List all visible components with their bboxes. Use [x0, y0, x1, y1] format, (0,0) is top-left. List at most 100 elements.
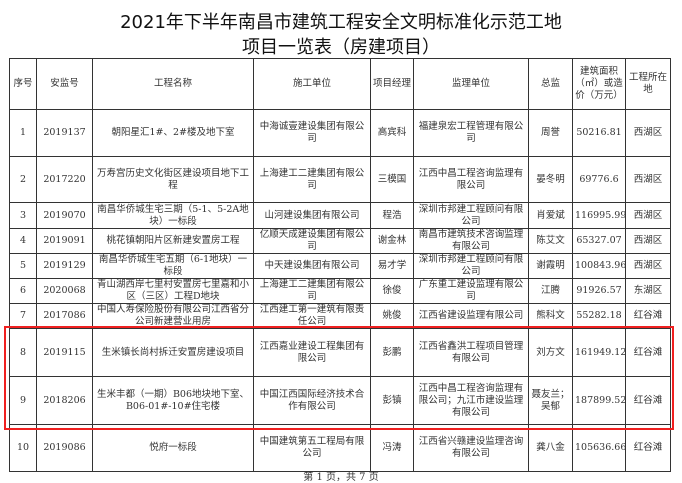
cell-area-or-cost: 55282.18 — [572, 303, 626, 329]
cell-area-or-cost: 50216.81 — [572, 109, 626, 157]
cell-index: 5 — [9, 253, 37, 279]
cell-chief-supervisor: 龚八金 — [528, 424, 573, 472]
cell-index: 6 — [9, 278, 37, 304]
table-header: 序号 安监号 工程名称 施工单位 项目经理 监理单位 总监 建筑面积（㎡）或造价（万元） 工程所… — [9, 58, 671, 110]
cell-construction-unit: 江西嘉业建设工程集团有限公司 — [253, 328, 371, 377]
cell-project-manager: 高宾科 — [370, 109, 414, 157]
project-table: 序号 安监号 工程名称 施工单位 项目经理 监理单位 总监 建筑面积（㎡）或造价（万元） 工程所… — [9, 58, 671, 472]
cell-supervision-unit: 江西中昌工程咨询监理有限公司；九江市建设监理有限公司 — [413, 376, 529, 425]
document-title-line1: 2021年下半年南昌市建筑工程安全文明标准化示范工地 — [120, 12, 562, 33]
cell-index: 10 — [9, 424, 37, 472]
header-area-or-cost: 建筑面积（㎡）或造价（万元） — [572, 58, 626, 110]
cell-supervision-no: 2019115 — [36, 328, 93, 377]
cell-project-manager: 程浩 — [370, 202, 414, 229]
cell-index: 4 — [9, 228, 37, 254]
cell-chief-supervisor: 熊科文 — [528, 303, 573, 329]
cell-location: 红谷滩 — [625, 376, 671, 425]
cell-project-name: 青山湖西岸七里村安置房七里嘉和小区（三区）工程D地块 — [92, 278, 254, 304]
cell-chief-supervisor: 聂友兰；吴郁 — [528, 376, 573, 425]
cell-area-or-cost: 116995.99 — [572, 202, 626, 229]
cell-supervision-unit: 江西中昌工程咨询监理有限公司 — [413, 156, 529, 203]
cell-supervision-unit: 江西省建设监理有限公司 — [413, 303, 529, 329]
cell-area-or-cost: 105636.66 — [572, 424, 626, 472]
cell-area-or-cost: 187899.52 — [572, 376, 626, 425]
cell-supervision-unit: 广东重工建设监理有限公司 — [413, 278, 529, 304]
cell-supervision-no: 2019086 — [36, 424, 93, 472]
cell-supervision-unit: 深圳市邦建工程顾问有限公司 — [413, 253, 529, 279]
cell-chief-supervisor: 陈艾文 — [528, 228, 573, 254]
cell-area-or-cost: 161949.12 — [572, 328, 626, 377]
cell-area-or-cost: 65327.07 — [572, 228, 626, 254]
table-row: 5 2019129 南昌华侨城生宅五期（6-1地块）一标段 中天建设集团有限公司 易才学… — [9, 253, 671, 279]
cell-supervision-no: 2019070 — [36, 202, 93, 229]
cell-area-or-cost: 100843.96 — [572, 253, 626, 279]
page-footer: 第 1 页，共 7 页 — [303, 472, 379, 483]
cell-project-name: 朝阳星汇1#、2#楼及地下室 — [92, 109, 254, 157]
header-project-manager: 项目经理 — [370, 58, 414, 110]
cell-index: 7 — [9, 303, 37, 329]
header-construction-unit: 施工单位 — [253, 58, 371, 110]
header-project-name: 工程名称 — [92, 58, 254, 110]
cell-supervision-unit: 福建泉宏工程管理有限公司 — [413, 109, 529, 157]
cell-supervision-unit: 深圳市邦建工程顾问有限公司 — [413, 202, 529, 229]
cell-location: 西湖区 — [625, 228, 671, 254]
cell-location: 西湖区 — [625, 253, 671, 279]
cell-project-name: 南昌华侨城生宅三期（5-1、5-2A地块）一标段 — [92, 202, 254, 229]
cell-location: 红谷滩 — [625, 303, 671, 329]
header-location: 工程所在地 — [625, 58, 671, 110]
table-row: 1 2019137 朝阳星汇1#、2#楼及地下室 中海诚壹建设集团有限公司 高宾科 福建泉… — [9, 109, 671, 157]
table-row: 2 2017220 万寿宫历史文化街区建设项目地下工程 上海建工二建集团有限公司 三模国… — [9, 156, 671, 203]
cell-supervision-no: 2017220 — [36, 156, 93, 203]
cell-index: 1 — [9, 109, 37, 157]
table-row: 4 2019091 桃花镇朝阳片区新建安置房工程 亿顺天成建设集团有限公司 谢金林 南昌市… — [9, 228, 671, 254]
document-title-line2: 项目一览表（房建项目） — [242, 37, 440, 58]
cell-location: 红谷滩 — [625, 328, 671, 377]
cell-location: 西湖区 — [625, 202, 671, 229]
cell-supervision-no: 2019137 — [36, 109, 93, 157]
cell-chief-supervisor: 谢霞明 — [528, 253, 573, 279]
header-supervision-unit: 监理单位 — [413, 58, 529, 110]
cell-construction-unit: 山河建设集团有限公司 — [253, 202, 371, 229]
cell-project-manager: 三模国 — [370, 156, 414, 203]
cell-construction-unit: 亿顺天成建设集团有限公司 — [253, 228, 371, 254]
cell-location: 西湖区 — [625, 109, 671, 157]
highlight-box — [4, 326, 674, 430]
cell-project-manager: 徐俊 — [370, 278, 414, 304]
cell-supervision-unit: 江西省兴赣建设监理咨询有限公司 — [413, 424, 529, 472]
cell-project-manager: 姚俊 — [370, 303, 414, 329]
cell-area-or-cost: 91926.57 — [572, 278, 626, 304]
cell-chief-supervisor: 刘方文 — [528, 328, 573, 377]
cell-location: 西湖区 — [625, 156, 671, 203]
cell-supervision-no: 2019129 — [36, 253, 93, 279]
cell-project-name: 南昌华侨城生宅五期（6-1地块）一标段 — [92, 253, 254, 279]
cell-location: 东湖区 — [625, 278, 671, 304]
table-row: 7 2017086 中国人寿保险股份有限公司江西省分公司新建营业用房 江西建工第一建筑… — [9, 303, 671, 329]
cell-project-name: 悦府一标段 — [92, 424, 254, 472]
table-row: 10 2019086 悦府一标段 中国建筑第五工程局有限公司 冯涛 江西省兴赣建设监理咨询… — [9, 424, 671, 472]
table-row: 6 2020068 青山湖西岸七里村安置房七里嘉和小区（三区）工程D地块 上海建工二建… — [9, 278, 671, 304]
header-index: 序号 — [9, 58, 37, 110]
cell-index: 3 — [9, 202, 37, 229]
cell-supervision-no: 2018206 — [36, 376, 93, 425]
cell-index: 2 — [9, 156, 37, 203]
cell-supervision-no: 2017086 — [36, 303, 93, 329]
cell-supervision-no: 2019091 — [36, 228, 93, 254]
cell-project-manager: 谢金林 — [370, 228, 414, 254]
cell-project-name: 桃花镇朝阳片区新建安置房工程 — [92, 228, 254, 254]
cell-chief-supervisor: 江腾 — [528, 278, 573, 304]
cell-construction-unit: 江西建工第一建筑有限责任公司 — [253, 303, 371, 329]
header-chief-supervisor: 总监 — [528, 58, 573, 110]
cell-area-or-cost: 69776.6 — [572, 156, 626, 203]
table-row: 3 2019070 南昌华侨城生宅三期（5-1、5-2A地块）一标段 山河建设集团有限… — [9, 202, 671, 229]
cell-construction-unit: 上海建工二建集团有限公司 — [253, 156, 371, 203]
cell-project-manager: 冯涛 — [370, 424, 414, 472]
cell-chief-supervisor: 周誉 — [528, 109, 573, 157]
cell-construction-unit: 中国建筑第五工程局有限公司 — [253, 424, 371, 472]
cell-chief-supervisor: 晏冬明 — [528, 156, 573, 203]
cell-supervision-no: 2020068 — [36, 278, 93, 304]
cell-location: 红谷滩 — [625, 424, 671, 472]
cell-supervision-unit: 南昌市建筑技术咨询监理有限公司 — [413, 228, 529, 254]
header-supervision-no: 安监号 — [36, 58, 93, 110]
cell-construction-unit: 中天建设集团有限公司 — [253, 253, 371, 279]
cell-project-manager: 易才学 — [370, 253, 414, 279]
